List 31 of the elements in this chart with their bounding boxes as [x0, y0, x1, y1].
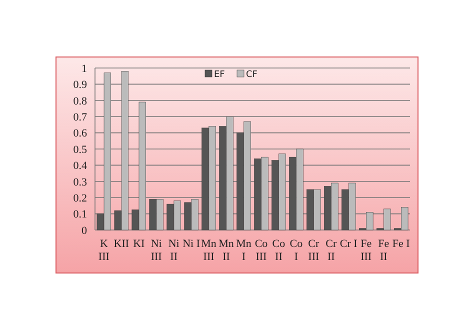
- y-tick-label: 0.5: [73, 144, 88, 156]
- y-tick-label: 0.1: [73, 208, 87, 221]
- x-tick-label: Ni III: [150, 238, 162, 263]
- x-tick-label: Co II: [272, 238, 286, 263]
- x-tick-label: KI: [133, 238, 146, 250]
- y-tick-label: 0.4: [73, 160, 88, 172]
- x-tick-label: Fe II: [378, 238, 390, 263]
- y-tick-label: 1: [82, 62, 87, 75]
- y-tick-label: 0: [82, 224, 88, 237]
- x-tick-label: Cr III: [308, 238, 320, 263]
- y-tick-label: 0.8: [73, 95, 88, 108]
- x-tick-label: Fe I: [392, 238, 410, 250]
- x-tick-label: KII: [114, 238, 130, 250]
- x-tick-label: Mn II: [218, 238, 234, 263]
- y-tick-label: 0.7: [73, 111, 88, 124]
- y-tick-label: 0.2: [73, 192, 87, 204]
- x-tick-label: Ni II: [168, 238, 180, 263]
- x-tick-label: Cr I: [340, 238, 358, 250]
- x-tick-label: Cr II: [326, 238, 337, 263]
- x-tick-label: Co III: [254, 238, 268, 263]
- x-tick-label: Co I: [290, 238, 304, 263]
- y-tick-label: 0.6: [73, 128, 88, 140]
- x-tick-label: K III: [98, 238, 110, 263]
- x-tick-label: Fe III: [360, 238, 372, 263]
- y-tick-label: 0.9: [73, 79, 88, 92]
- x-tick-label: Mn III: [201, 238, 217, 263]
- legend-label: EF: [214, 70, 225, 80]
- y-tick-label: 0.3: [73, 176, 88, 188]
- x-tick-label: Mn I: [236, 238, 252, 263]
- x-tick-label: Ni I: [182, 238, 200, 250]
- legend-label: CF: [246, 70, 258, 80]
